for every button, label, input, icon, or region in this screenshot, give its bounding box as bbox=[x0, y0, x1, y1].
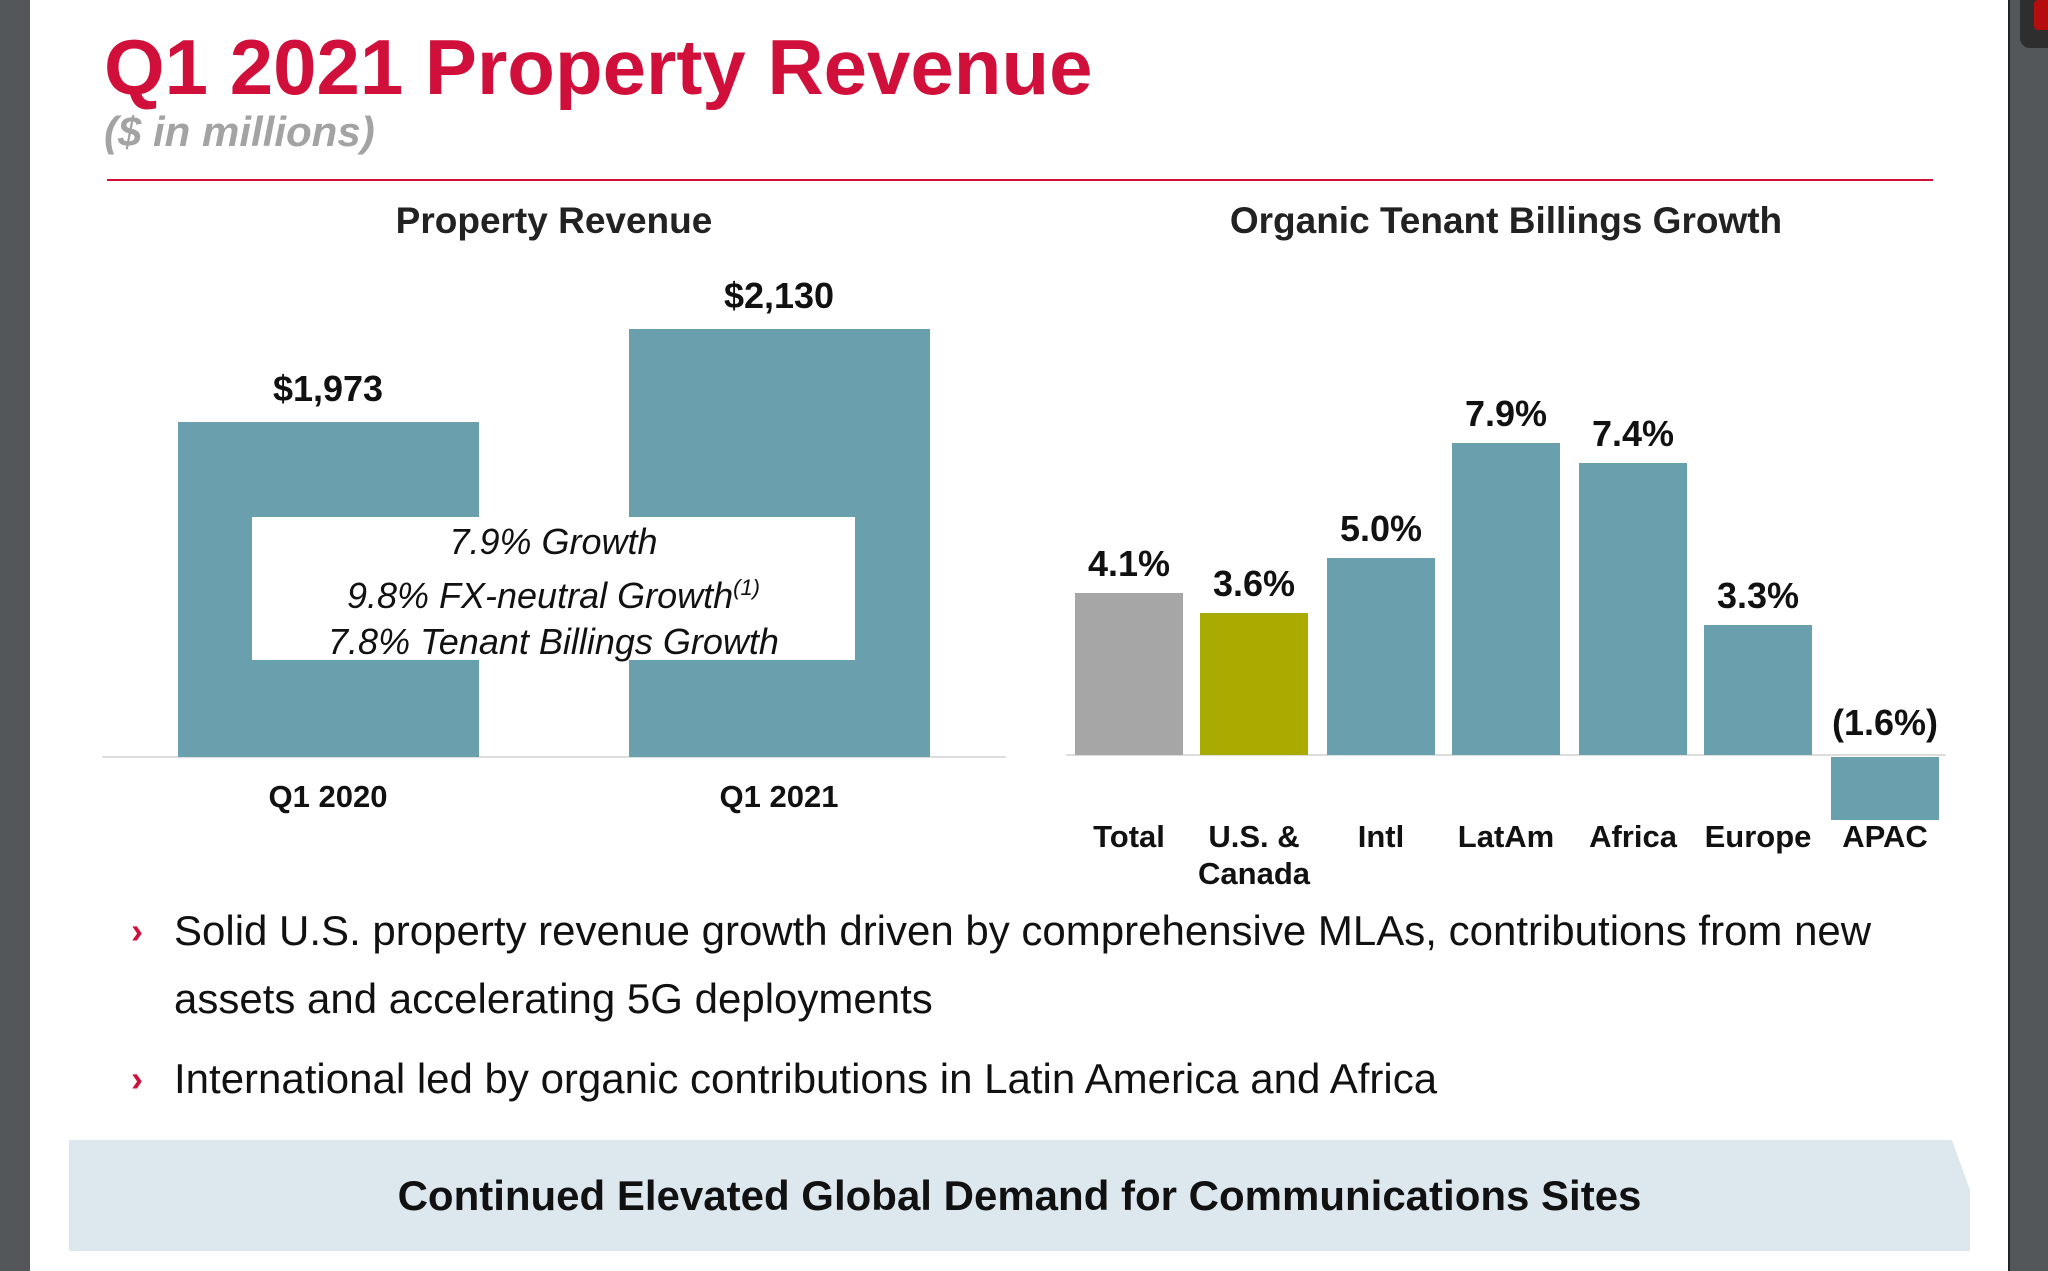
growth-value-label: 7.4% bbox=[1591, 412, 1675, 454]
growth-bar bbox=[1075, 593, 1183, 755]
category-label: Q1 2020 bbox=[268, 779, 388, 814]
fx-growth-text: 9.8% FX-neutral Growth bbox=[346, 575, 734, 616]
growth-bar bbox=[1704, 624, 1812, 755]
chevron-right-icon: › bbox=[131, 1058, 143, 1099]
growth-bar bbox=[1831, 757, 1939, 821]
fx-growth-line: 9.8% FX-neutral Growth(1) bbox=[252, 565, 855, 619]
category-label: Europe bbox=[1705, 818, 1812, 855]
left-chart-baseline bbox=[102, 756, 1006, 758]
growth-value-label: 4.1% bbox=[1087, 543, 1171, 585]
window-corner-control[interactable] bbox=[2020, 0, 2048, 48]
category-label: Total bbox=[1093, 818, 1165, 855]
growth-annotation-box: 7.9% Growth 9.8% FX-neutral Growth(1) 7.… bbox=[252, 517, 855, 662]
category-label-line: Canada bbox=[1198, 856, 1310, 891]
category-label: U.S. & Canada bbox=[1198, 818, 1310, 892]
growth-value-label: 3.3% bbox=[1716, 574, 1800, 616]
growth-bar bbox=[1327, 557, 1435, 755]
growth-bar bbox=[1200, 612, 1308, 755]
category-label-line: LatAm bbox=[1457, 819, 1555, 854]
growth-line: 7.9% Growth bbox=[449, 521, 658, 562]
right-chart-baseline bbox=[1066, 754, 1946, 756]
left-chart-title: Property Revenue bbox=[395, 200, 713, 241]
bullet-item: › International led by organic contributi… bbox=[131, 1045, 1961, 1113]
growth-value-label: 3.6% bbox=[1212, 562, 1296, 604]
right-chart-title: Organic Tenant Billings Growth bbox=[1229, 200, 1783, 241]
category-label-line: APAC bbox=[1842, 819, 1928, 854]
category-label-line: Intl bbox=[1357, 819, 1405, 854]
category-label: Intl bbox=[1358, 818, 1405, 855]
growth-value-label: (1.6%) bbox=[1831, 702, 1939, 743]
chevron-right-icon: › bbox=[131, 910, 143, 951]
footnote-ref: (1) bbox=[733, 575, 761, 600]
category-label: Africa bbox=[1589, 818, 1677, 855]
growth-value-label: 7.9% bbox=[1464, 392, 1548, 434]
category-label: LatAm bbox=[1458, 818, 1554, 855]
category-label-line: U.S. & bbox=[1208, 819, 1300, 854]
growth-value-label: 5.0% bbox=[1339, 507, 1423, 549]
title-divider bbox=[107, 179, 1933, 181]
page-subtitle: ($ in millions) bbox=[104, 108, 375, 155]
summary-banner: Continued Elevated Global Demand for Com… bbox=[69, 1140, 1970, 1251]
bullet-item: › Solid U.S. property revenue growth driv… bbox=[131, 897, 1961, 1033]
revenue-value-label: $2,130 bbox=[723, 275, 835, 316]
category-label-line: Europe bbox=[1704, 819, 1812, 854]
category-label: APAC bbox=[1842, 818, 1928, 855]
bullet-text: International led by organic contributio… bbox=[174, 1055, 1438, 1102]
category-label-line: Africa bbox=[1589, 819, 1677, 854]
bullet-text: Solid U.S. property revenue growth drive… bbox=[174, 907, 1872, 1022]
category-label-line: Total bbox=[1093, 819, 1165, 854]
page-title: Q1 2021 Property Revenue bbox=[104, 23, 1093, 111]
revenue-value-label: $1,973 bbox=[272, 368, 384, 409]
growth-bar bbox=[1579, 462, 1687, 755]
app-icon[interactable] bbox=[2034, 0, 2048, 30]
category-label: Q1 2021 bbox=[719, 779, 839, 814]
tenant-billings-line: 7.8% Tenant Billings Growth bbox=[328, 621, 779, 662]
growth-bar bbox=[1452, 442, 1560, 755]
